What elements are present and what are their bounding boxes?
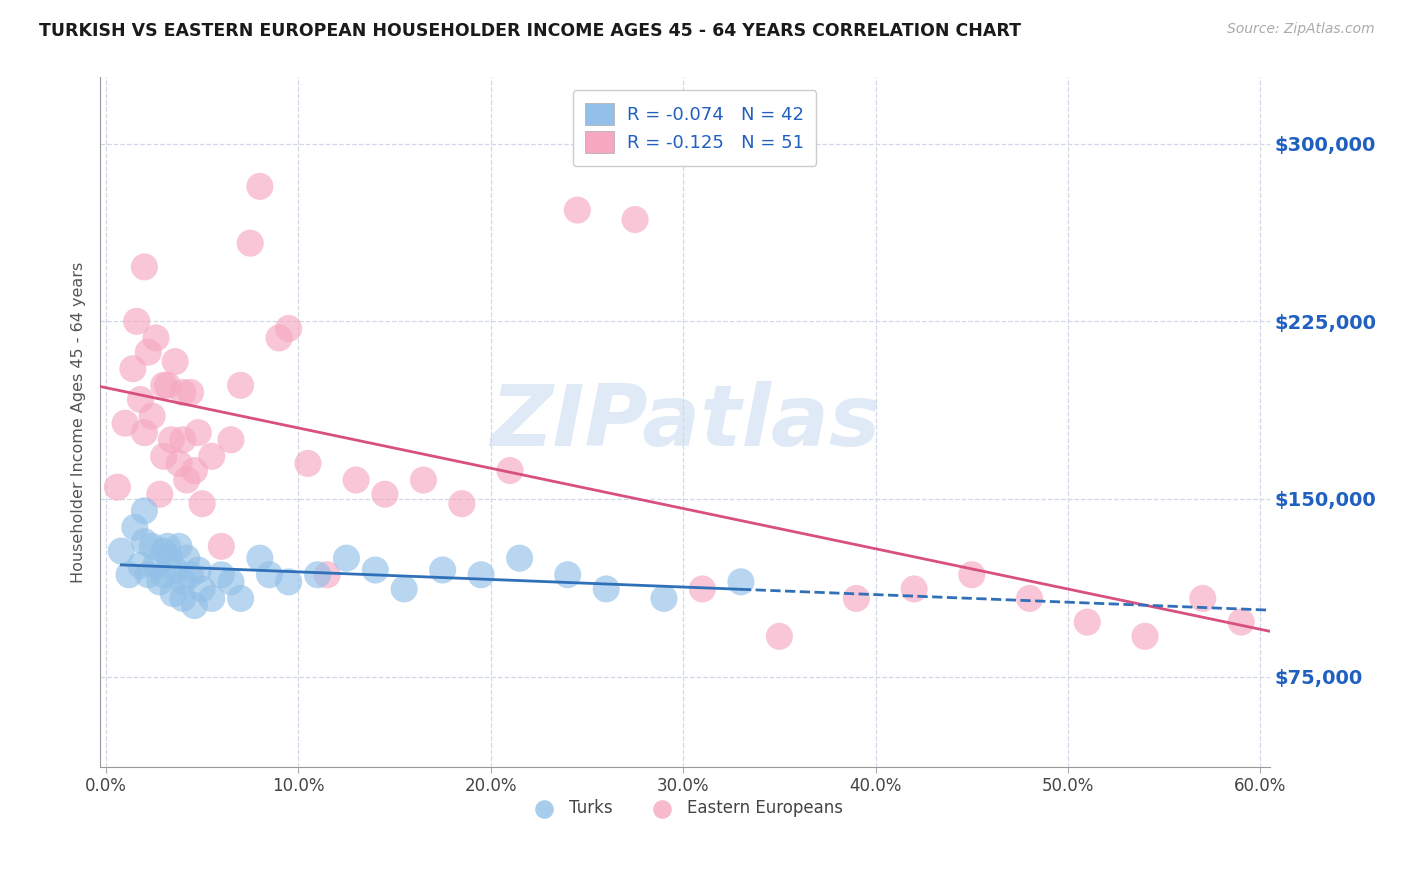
Point (509, 551, 531, 566)
Point (412, 473, 434, 487)
Point (107, 480, 129, 494)
Point (432, 563, 454, 577)
Point (316, 567, 339, 582)
Legend: Turks, Eastern Europeans: Turks, Eastern Europeans (520, 792, 849, 823)
Point (124, 520, 146, 534)
Point (145, 331, 167, 345)
Point (229, 378, 252, 392)
Point (160, 433, 183, 447)
Point (374, 487, 396, 501)
Point (165, 354, 187, 368)
Point (249, 179, 271, 194)
Point (183, 464, 205, 478)
Point (557, 567, 579, 582)
Point (152, 378, 174, 392)
Point (960, 567, 983, 582)
Point (157, 551, 180, 566)
Point (156, 539, 179, 553)
Point (768, 629, 790, 643)
Point (277, 321, 299, 335)
Point (692, 582, 714, 596)
Point (845, 591, 868, 606)
Point (114, 416, 136, 430)
Point (187, 425, 209, 440)
Point (162, 587, 184, 601)
Point (172, 591, 194, 606)
Point (136, 567, 159, 582)
Point (267, 331, 290, 345)
Point (1133, 629, 1156, 643)
Point (229, 591, 252, 606)
Point (187, 563, 209, 577)
Point (136, 345, 159, 359)
Point (364, 563, 387, 577)
Point (307, 567, 329, 582)
Point (451, 497, 474, 511)
Point (176, 551, 198, 566)
Point (134, 534, 156, 549)
Point (149, 487, 172, 501)
Point (191, 582, 214, 596)
Point (145, 558, 167, 573)
Text: ZIPatlas: ZIPatlas (489, 381, 880, 464)
Point (201, 591, 224, 606)
Point (180, 567, 202, 582)
Point (141, 539, 163, 553)
Point (129, 558, 152, 573)
Text: TURKISH VS EASTERN EUROPEAN HOUSEHOLDER INCOME AGES 45 - 64 YEARS CORRELATION CH: TURKISH VS EASTERN EUROPEAN HOUSEHOLDER … (39, 22, 1021, 40)
Point (903, 582, 925, 596)
Point (167, 457, 190, 471)
Point (219, 574, 242, 589)
Point (134, 504, 156, 518)
Point (1230, 615, 1253, 629)
Point (1191, 591, 1213, 606)
Point (209, 567, 232, 582)
Point (141, 409, 163, 423)
Point (219, 433, 242, 447)
Point (152, 567, 174, 582)
Point (167, 539, 190, 553)
Point (595, 582, 617, 596)
Point (259, 567, 281, 582)
Point (209, 539, 232, 553)
Point (118, 567, 141, 582)
Y-axis label: Householder Income Ages 45 - 64 years: Householder Income Ages 45 - 64 years (72, 261, 86, 582)
Point (134, 260, 156, 274)
Text: Source: ZipAtlas.com: Source: ZipAtlas.com (1227, 22, 1375, 37)
Point (277, 574, 299, 589)
Point (152, 450, 174, 464)
Point (172, 385, 194, 400)
Point (176, 473, 198, 487)
Point (297, 457, 319, 471)
Point (344, 473, 367, 487)
Point (652, 591, 675, 606)
Point (183, 599, 205, 613)
Point (172, 433, 194, 447)
Point (129, 392, 152, 407)
Point (239, 236, 262, 251)
Point (156, 378, 179, 392)
Point (191, 497, 214, 511)
Point (1076, 615, 1098, 629)
Point (335, 551, 357, 566)
Point (1018, 591, 1040, 606)
Point (121, 361, 143, 376)
Point (249, 551, 271, 566)
Point (172, 574, 194, 589)
Point (134, 425, 156, 440)
Point (470, 567, 492, 582)
Point (392, 582, 415, 596)
Point (165, 563, 187, 577)
Point (499, 464, 522, 478)
Point (730, 574, 752, 589)
Point (125, 314, 148, 328)
Point (152, 544, 174, 558)
Point (201, 450, 224, 464)
Point (624, 212, 647, 227)
Point (110, 544, 132, 558)
Point (149, 574, 172, 589)
Point (180, 385, 202, 400)
Point (567, 202, 589, 217)
